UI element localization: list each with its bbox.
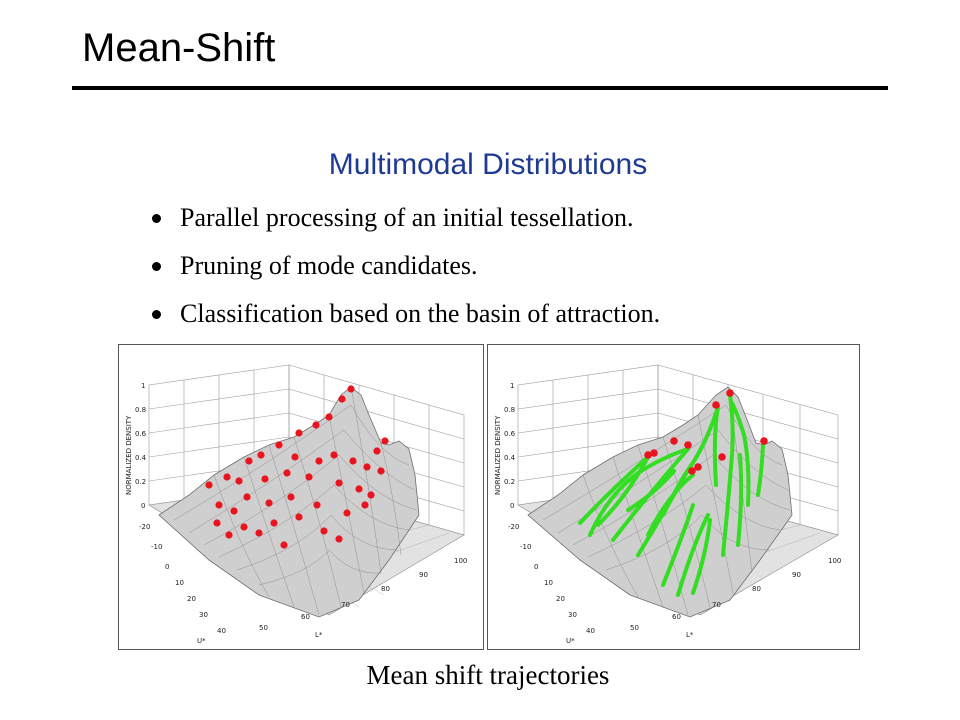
l-axis-ticks: 50 60 70 80 90 100 bbox=[259, 557, 467, 632]
bullet-list: Parallel processing of an initial tessel… bbox=[150, 200, 660, 344]
l-tick: 60 bbox=[301, 613, 310, 621]
surface-plot-right: NORMALIZED DENSITY 1 0.8 0.6 0.4 0.2 0 -… bbox=[494, 364, 841, 645]
trajectories bbox=[578, 393, 765, 597]
z-tick: 0 bbox=[510, 502, 514, 510]
z-axis-label: NORMALIZED DENSITY bbox=[125, 415, 133, 495]
u-axis-label: U* bbox=[197, 637, 206, 645]
z-tick: 0.2 bbox=[135, 478, 146, 486]
z-axis-ticks: 1 0.8 0.6 0.4 0.2 0 bbox=[135, 382, 147, 510]
mode-candidates bbox=[205, 385, 389, 549]
bullet-item: Parallel processing of an initial tessel… bbox=[150, 200, 660, 248]
z-tick: 0.6 bbox=[504, 430, 516, 438]
z-axis-ticks: 1 0.8 0.6 0.4 0.2 0 bbox=[504, 382, 516, 510]
l-tick: 90 bbox=[792, 571, 801, 579]
z-tick: 0 bbox=[141, 502, 145, 510]
z-tick: 1 bbox=[510, 382, 514, 390]
u-tick: 20 bbox=[556, 595, 565, 603]
l-tick: 90 bbox=[419, 571, 428, 579]
z-tick: 0.4 bbox=[504, 454, 516, 462]
l-tick: 100 bbox=[828, 557, 841, 565]
l-tick: 80 bbox=[752, 585, 761, 593]
u-tick: 10 bbox=[544, 579, 553, 587]
u-tick: 10 bbox=[175, 579, 184, 587]
z-tick: 1 bbox=[141, 382, 145, 390]
u-tick: 20 bbox=[187, 595, 196, 603]
l-tick: 50 bbox=[630, 624, 639, 632]
l-axis-label: L* bbox=[686, 631, 694, 639]
u-tick: 40 bbox=[586, 627, 595, 635]
u-tick: 30 bbox=[568, 611, 577, 619]
bullet-item: Pruning of mode candidates. bbox=[150, 248, 660, 296]
l-axis-ticks: 50 60 70 80 90 100 bbox=[630, 557, 841, 632]
bullet-text: Parallel processing of an initial tessel… bbox=[180, 203, 634, 232]
plot-initial-tessellation: NORMALIZED DENSITY 1 0.8 0.6 0.4 0.2 0 -… bbox=[118, 344, 484, 650]
l-axis-label: L* bbox=[315, 631, 323, 639]
u-tick: 30 bbox=[199, 611, 208, 619]
l-tick: 100 bbox=[454, 557, 467, 565]
density-surface bbox=[158, 386, 420, 618]
u-tick: -20 bbox=[508, 523, 519, 531]
surface-plot-left: NORMALIZED DENSITY 1 0.8 0.6 0.4 0.2 0 -… bbox=[125, 364, 467, 645]
density-surface bbox=[527, 386, 793, 618]
l-tick: 80 bbox=[381, 585, 390, 593]
u-tick: -20 bbox=[139, 523, 150, 531]
slide-title: Mean-Shift bbox=[82, 26, 276, 70]
u-tick: -10 bbox=[151, 543, 162, 551]
l-tick: 60 bbox=[672, 613, 681, 621]
u-tick: 0 bbox=[534, 563, 538, 571]
z-tick: 0.8 bbox=[135, 406, 146, 414]
bullet-text: Classification based on the basin of att… bbox=[180, 299, 661, 328]
z-tick: 0.2 bbox=[504, 478, 515, 486]
section-subtitle: Multimodal Distributions bbox=[328, 148, 648, 181]
u-tick: -10 bbox=[520, 543, 531, 551]
surface-mesh bbox=[173, 386, 418, 616]
bullet-icon bbox=[152, 310, 161, 319]
bullet-item: Classification based on the basin of att… bbox=[150, 296, 660, 344]
plot-mean-shift-trajectories: NORMALIZED DENSITY 1 0.8 0.6 0.4 0.2 0 -… bbox=[487, 344, 860, 650]
l-tick: 50 bbox=[259, 624, 268, 632]
u-tick: 40 bbox=[217, 627, 226, 635]
u-tick: 0 bbox=[165, 563, 169, 571]
u-axis-label: U* bbox=[566, 637, 575, 645]
l-tick: 70 bbox=[341, 601, 350, 609]
title-underline bbox=[72, 86, 888, 90]
u-axis-ticks: -20 -10 0 10 20 30 40 bbox=[139, 523, 226, 635]
z-axis-label: NORMALIZED DENSITY bbox=[494, 415, 502, 495]
bullet-text: Pruning of mode candidates. bbox=[180, 251, 478, 280]
l-tick: 70 bbox=[712, 601, 721, 609]
z-tick: 0.8 bbox=[504, 406, 515, 414]
z-tick: 0.6 bbox=[135, 430, 147, 438]
figure-caption: Mean shift trajectories bbox=[366, 660, 610, 690]
bullet-icon bbox=[152, 214, 161, 223]
u-axis-ticks: -20 -10 0 10 20 30 40 bbox=[508, 523, 595, 635]
z-tick: 0.4 bbox=[135, 454, 147, 462]
converged-modes bbox=[644, 389, 768, 475]
bullet-icon bbox=[152, 262, 161, 271]
